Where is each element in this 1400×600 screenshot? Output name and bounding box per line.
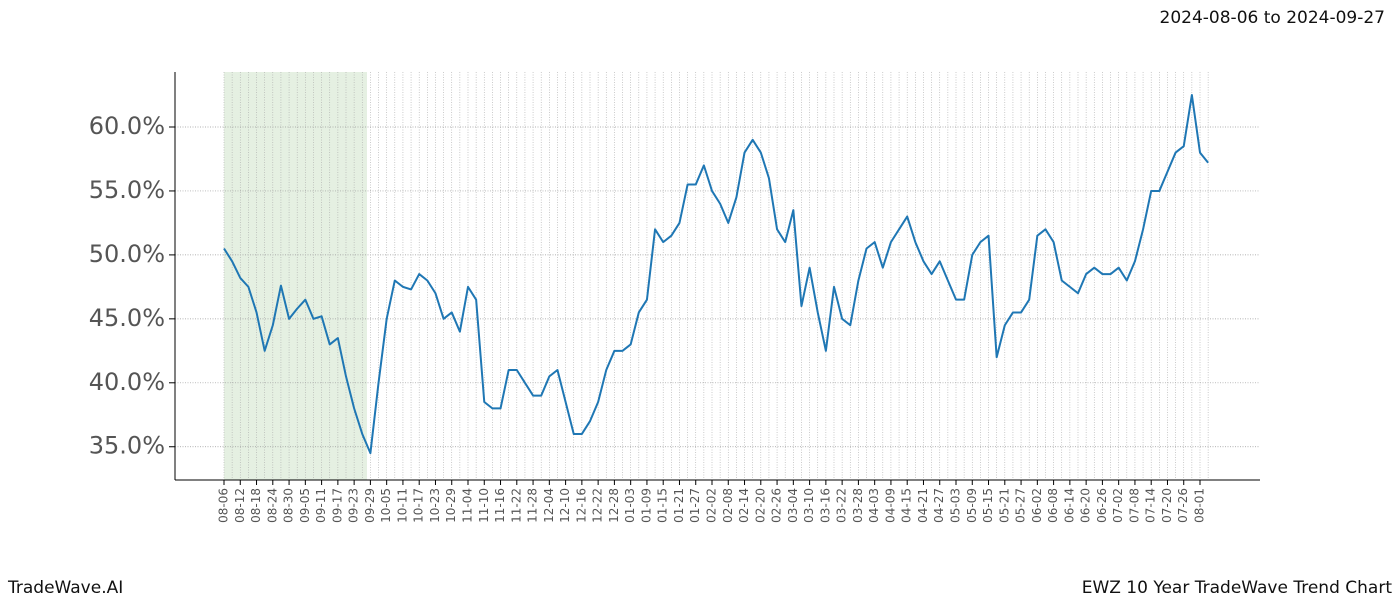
x-tick-label: 10-05 [379, 488, 393, 523]
x-tick-label: 04-15 [900, 488, 914, 523]
x-tick-label: 01-03 [623, 488, 637, 523]
x-tick-label: 12-16 [574, 488, 588, 523]
x-tick-label: 09-11 [314, 488, 328, 523]
x-tick-label: 08-06 [217, 488, 231, 523]
chart-caption: EWZ 10 Year TradeWave Trend Chart [1082, 578, 1393, 598]
x-tick-label: 01-27 [688, 488, 702, 523]
x-tick-label: 08-01 [1193, 488, 1207, 523]
x-tick-label: 12-10 [558, 488, 572, 523]
x-tick-label: 11-16 [493, 488, 507, 523]
y-tick-label: 60.0% [89, 112, 165, 140]
x-tick-label: 02-08 [721, 488, 735, 523]
x-tick-label: 07-02 [1111, 488, 1125, 523]
x-tick-label: 03-16 [818, 488, 832, 523]
x-tick-label: 05-27 [1014, 488, 1028, 523]
x-tick-label: 06-14 [1062, 488, 1076, 523]
x-tick-label: 12-28 [607, 488, 621, 523]
x-tick-label: 06-26 [1095, 488, 1109, 523]
x-tick-label: 09-05 [298, 488, 312, 523]
x-tick-label: 12-04 [542, 488, 556, 523]
x-tick-label: 04-21 [916, 488, 930, 523]
x-tick-label: 06-02 [1030, 488, 1044, 523]
highlight-span [224, 72, 367, 480]
x-tick-label: 11-04 [461, 488, 475, 523]
y-tick-label: 55.0% [89, 176, 165, 204]
x-tick-label: 12-22 [591, 488, 605, 523]
x-tick-label: 11-28 [526, 488, 540, 523]
x-tick-label: 10-29 [444, 488, 458, 523]
x-tick-label: 01-15 [656, 488, 670, 523]
brand: TradeWave.AI [7, 578, 123, 598]
trend-line [223, 94, 1209, 455]
x-tick-label: 04-09 [883, 488, 897, 523]
x-tick-label: 07-26 [1176, 488, 1190, 523]
x-tick-label: 07-08 [1127, 488, 1141, 523]
x-tick-label: 10-23 [428, 488, 442, 523]
x-tick-label: 03-28 [851, 488, 865, 523]
x-tick-label: 07-14 [1144, 488, 1158, 523]
x-tick-label: 04-27 [932, 488, 946, 523]
x-tick-label: 06-20 [1079, 488, 1093, 523]
x-tick-label: 10-17 [412, 488, 426, 523]
x-tick-label: 03-22 [835, 488, 849, 523]
x-tick-label: 02-26 [770, 488, 784, 523]
x-tick-label: 04-03 [867, 488, 881, 523]
x-tick-label: 01-09 [639, 488, 653, 523]
x-tick-label: 02-14 [737, 488, 751, 523]
y-tick-label: 45.0% [89, 304, 165, 332]
y-tick-label: 50.0% [89, 240, 165, 268]
x-tick-label: 02-02 [705, 488, 719, 523]
x-tick-label: 09-23 [347, 488, 361, 523]
x-tick-label: 06-08 [1046, 488, 1060, 523]
x-tick-label: 09-29 [363, 488, 377, 523]
x-tick-label: 02-20 [753, 488, 767, 523]
x-tick-label: 03-04 [786, 488, 800, 523]
x-tick-label: 05-03 [949, 488, 963, 523]
y-tick-label: 35.0% [89, 432, 165, 460]
y-tick-label: 40.0% [89, 368, 165, 396]
x-tick-label: 07-20 [1160, 488, 1174, 523]
x-tick-label: 11-22 [509, 488, 523, 523]
x-tick-label: 08-18 [249, 488, 263, 523]
x-tick-label: 08-30 [282, 488, 296, 523]
date-range: 2024-08-06 to 2024-09-27 [1160, 8, 1385, 28]
x-tick-label: 08-24 [265, 488, 279, 523]
x-tick-label: 08-12 [233, 488, 247, 523]
x-tick-label: 09-17 [330, 488, 344, 523]
x-tick-label: 11-10 [477, 488, 491, 523]
x-tick-label: 05-15 [981, 488, 995, 523]
x-tick-label: 05-21 [997, 488, 1011, 523]
x-tick-label: 01-21 [672, 488, 686, 523]
x-tick-label: 03-10 [802, 488, 816, 523]
x-tick-label: 05-09 [965, 488, 979, 523]
x-tick-label: 10-11 [395, 488, 409, 523]
